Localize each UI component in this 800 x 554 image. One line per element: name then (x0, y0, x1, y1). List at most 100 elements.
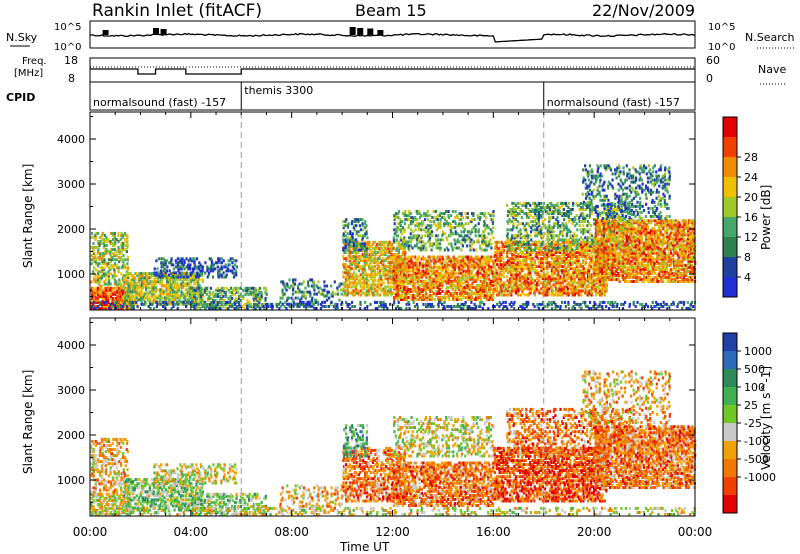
range-cell (355, 261, 358, 265)
range-cell (436, 214, 439, 218)
range-cell (441, 269, 444, 273)
range-cell (451, 281, 454, 285)
range-cell (395, 287, 398, 291)
range-cell (369, 267, 372, 271)
range-cell (422, 283, 425, 287)
range-cell (399, 224, 402, 228)
range-cell (471, 228, 474, 232)
range-cell (487, 293, 490, 297)
range-cell (400, 271, 403, 275)
range-cell (100, 294, 103, 298)
range-cell (489, 267, 492, 271)
range-cell (403, 279, 406, 283)
range-cell (126, 239, 129, 243)
range-cell (192, 274, 195, 278)
range-cell (349, 261, 352, 265)
range-cell (386, 248, 389, 252)
range-cell (500, 287, 503, 291)
range-cell (207, 302, 210, 306)
range-cell (282, 292, 285, 296)
range-cell (424, 293, 427, 297)
range-cell (451, 291, 454, 295)
range-cell (143, 276, 147, 280)
range-cell (516, 201, 519, 205)
range-cell (420, 244, 423, 248)
range-cell (141, 274, 144, 278)
range-cell (384, 273, 387, 277)
range-cell (567, 210, 570, 213)
range-cell (184, 278, 188, 282)
range-cell (429, 224, 432, 228)
range-cell (431, 293, 434, 297)
range-cell (491, 222, 494, 226)
range-cell (136, 284, 139, 288)
range-cell (120, 272, 123, 276)
range-cell (414, 275, 417, 279)
range-cell (409, 222, 412, 226)
range-cell (408, 289, 411, 293)
range-cell (105, 305, 108, 308)
range-cell (94, 237, 97, 241)
range-cell (244, 292, 247, 296)
range-cell (436, 234, 439, 238)
range-cell (550, 242, 553, 246)
nsky-label: N.Sky (6, 31, 38, 44)
range-cell (377, 267, 381, 271)
range-cell (101, 300, 104, 304)
range-cell (427, 277, 430, 281)
range-cell (114, 237, 117, 241)
range-cell (406, 285, 409, 289)
range-cell (183, 294, 187, 298)
range-cell (125, 300, 128, 304)
range-cell (401, 226, 405, 230)
range-cell (521, 222, 524, 226)
range-cell (472, 212, 475, 216)
range-cell (401, 285, 404, 289)
range-cell (376, 267, 379, 271)
range-cell (386, 246, 390, 250)
range-cell (563, 285, 566, 289)
range-cell (521, 253, 524, 256)
range-cell (449, 275, 452, 279)
range-cell (408, 273, 411, 277)
range-cell (193, 294, 196, 298)
range-cell (485, 261, 488, 265)
range-cell (371, 253, 374, 256)
range-cell (449, 271, 452, 275)
range-cell (483, 283, 486, 287)
range-cell (229, 298, 232, 302)
range-cell (450, 230, 453, 234)
range-cell (386, 265, 389, 269)
range-cell (233, 273, 236, 277)
range-cell (146, 276, 149, 280)
range-cell (470, 257, 473, 261)
range-cell (406, 261, 409, 265)
range-cell (393, 265, 396, 269)
range-cell (409, 212, 412, 216)
range-cell (455, 291, 458, 295)
range-cell (361, 265, 365, 269)
range-cell (518, 240, 521, 244)
range-cell (387, 242, 390, 246)
range-cell (403, 269, 406, 273)
range-cell (286, 282, 289, 286)
range-cell (354, 253, 357, 256)
range-cell (417, 269, 421, 273)
range-cell (523, 293, 526, 297)
range-cell (401, 275, 404, 279)
range-cell (135, 272, 138, 276)
range-cell (382, 240, 386, 244)
range-cell (192, 276, 196, 280)
range-cell (344, 277, 347, 281)
range-cell (260, 292, 263, 296)
range-cell (516, 246, 519, 250)
range-cell (103, 246, 106, 249)
range-cell (352, 261, 355, 265)
range-cell (411, 246, 414, 250)
range-cell (140, 288, 143, 292)
range-cell (163, 290, 166, 294)
range-cell (191, 286, 194, 290)
range-cell (390, 275, 393, 279)
range-cell (509, 269, 512, 273)
range-cell (480, 255, 483, 259)
